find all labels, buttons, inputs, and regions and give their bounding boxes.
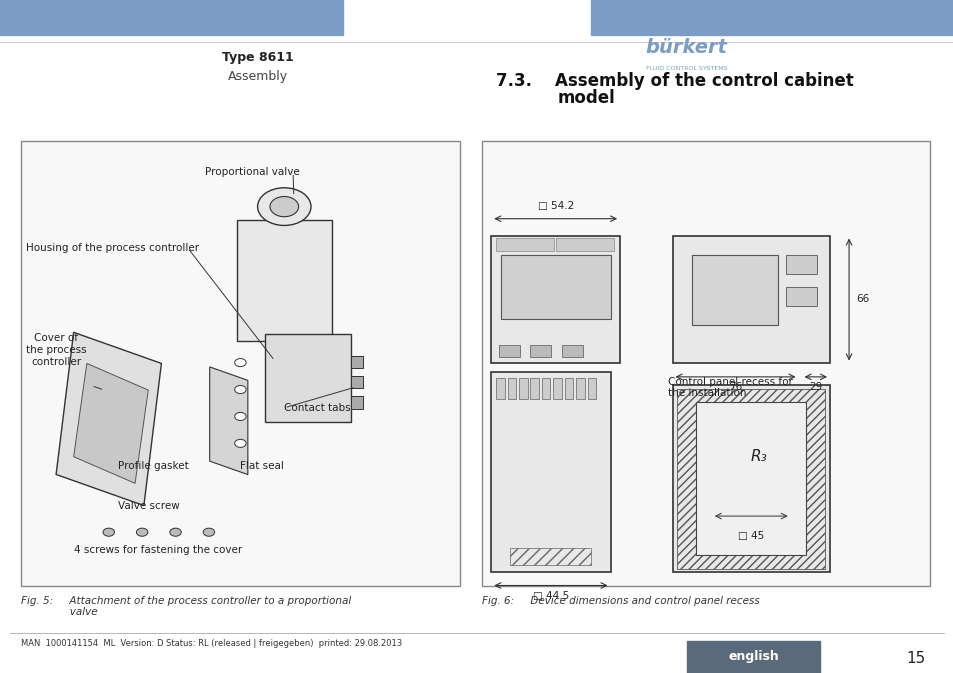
Circle shape bbox=[234, 359, 246, 367]
Bar bbox=[677, 389, 824, 569]
Polygon shape bbox=[210, 367, 248, 474]
Bar bbox=[686, 641, 820, 673]
Circle shape bbox=[234, 386, 246, 394]
Text: Valve screw: Valve screw bbox=[117, 501, 179, 511]
Bar bbox=[530, 378, 538, 399]
Bar bbox=[0, 0, 343, 35]
Bar bbox=[696, 402, 805, 555]
Bar bbox=[265, 334, 351, 422]
Text: bürkert: bürkert bbox=[645, 38, 727, 57]
Text: □ 45: □ 45 bbox=[738, 531, 763, 541]
Bar bbox=[510, 548, 591, 565]
Text: Housing of the process controller: Housing of the process controller bbox=[26, 243, 198, 253]
Text: Control panel recess for
the installation: Control panel recess for the installatio… bbox=[667, 377, 792, 398]
Bar bbox=[785, 287, 817, 306]
Text: Flat seal: Flat seal bbox=[240, 460, 284, 470]
Bar bbox=[351, 376, 362, 388]
Text: english: english bbox=[727, 650, 779, 664]
Bar bbox=[21, 141, 459, 586]
Bar bbox=[491, 372, 610, 572]
Polygon shape bbox=[56, 332, 161, 505]
Text: Fig. 5:     Attachment of the process controller to a proportional
             : Fig. 5: Attachment of the process contro… bbox=[21, 596, 351, 617]
Bar bbox=[587, 378, 596, 399]
Text: Proportional valve: Proportional valve bbox=[205, 168, 300, 178]
Text: MAN  1000141154  ML  Version: D Status: RL (released | freigegeben)  printed: 29: MAN 1000141154 ML Version: D Status: RL … bbox=[21, 639, 402, 648]
Text: Contact tabs: Contact tabs bbox=[284, 403, 351, 413]
Bar bbox=[691, 254, 778, 325]
Text: □ 44.5: □ 44.5 bbox=[533, 591, 568, 601]
Text: Profile gasket: Profile gasket bbox=[117, 460, 188, 470]
Text: 7.3.    Assembly of the control cabinet: 7.3. Assembly of the control cabinet bbox=[496, 72, 853, 90]
Text: Type 8611: Type 8611 bbox=[221, 50, 294, 64]
Bar bbox=[496, 238, 554, 251]
Circle shape bbox=[257, 188, 311, 225]
Text: Fig. 6:     Device dimensions and control panel recess: Fig. 6: Device dimensions and control pa… bbox=[481, 596, 759, 606]
Bar bbox=[351, 356, 362, 368]
Text: □ 54.2: □ 54.2 bbox=[537, 201, 573, 211]
Bar bbox=[561, 345, 582, 357]
Text: 66: 66 bbox=[856, 295, 869, 304]
Bar bbox=[236, 220, 332, 341]
Circle shape bbox=[203, 528, 214, 536]
Polygon shape bbox=[73, 363, 148, 483]
Text: Assembly: Assembly bbox=[227, 69, 288, 83]
Bar bbox=[541, 378, 550, 399]
Circle shape bbox=[270, 197, 298, 217]
Bar bbox=[351, 396, 362, 409]
Bar bbox=[555, 238, 613, 251]
Bar bbox=[591, 0, 953, 35]
Bar bbox=[496, 378, 504, 399]
Circle shape bbox=[103, 528, 114, 536]
Circle shape bbox=[170, 528, 181, 536]
Bar bbox=[785, 255, 817, 274]
Bar bbox=[491, 236, 619, 363]
Text: 4 screws for fastening the cover: 4 screws for fastening the cover bbox=[73, 545, 242, 555]
Text: model: model bbox=[558, 89, 616, 106]
Text: FLUID CONTROL SYSTEMS: FLUID CONTROL SYSTEMS bbox=[645, 66, 727, 71]
Text: Cover of
the process
controller: Cover of the process controller bbox=[26, 334, 87, 367]
Bar bbox=[672, 386, 829, 572]
Text: 76: 76 bbox=[728, 382, 741, 392]
Text: 29: 29 bbox=[808, 382, 821, 392]
Bar bbox=[672, 236, 829, 363]
Text: R₃: R₃ bbox=[750, 449, 767, 464]
Circle shape bbox=[136, 528, 148, 536]
Bar bbox=[564, 378, 573, 399]
Bar bbox=[553, 378, 561, 399]
Bar bbox=[507, 378, 516, 399]
Bar bbox=[576, 378, 584, 399]
Bar bbox=[518, 378, 527, 399]
Bar bbox=[500, 255, 610, 319]
Text: 15: 15 bbox=[905, 651, 924, 666]
Bar bbox=[530, 345, 551, 357]
Bar bbox=[498, 345, 519, 357]
Circle shape bbox=[234, 413, 246, 421]
Bar bbox=[481, 141, 929, 586]
Circle shape bbox=[234, 439, 246, 448]
